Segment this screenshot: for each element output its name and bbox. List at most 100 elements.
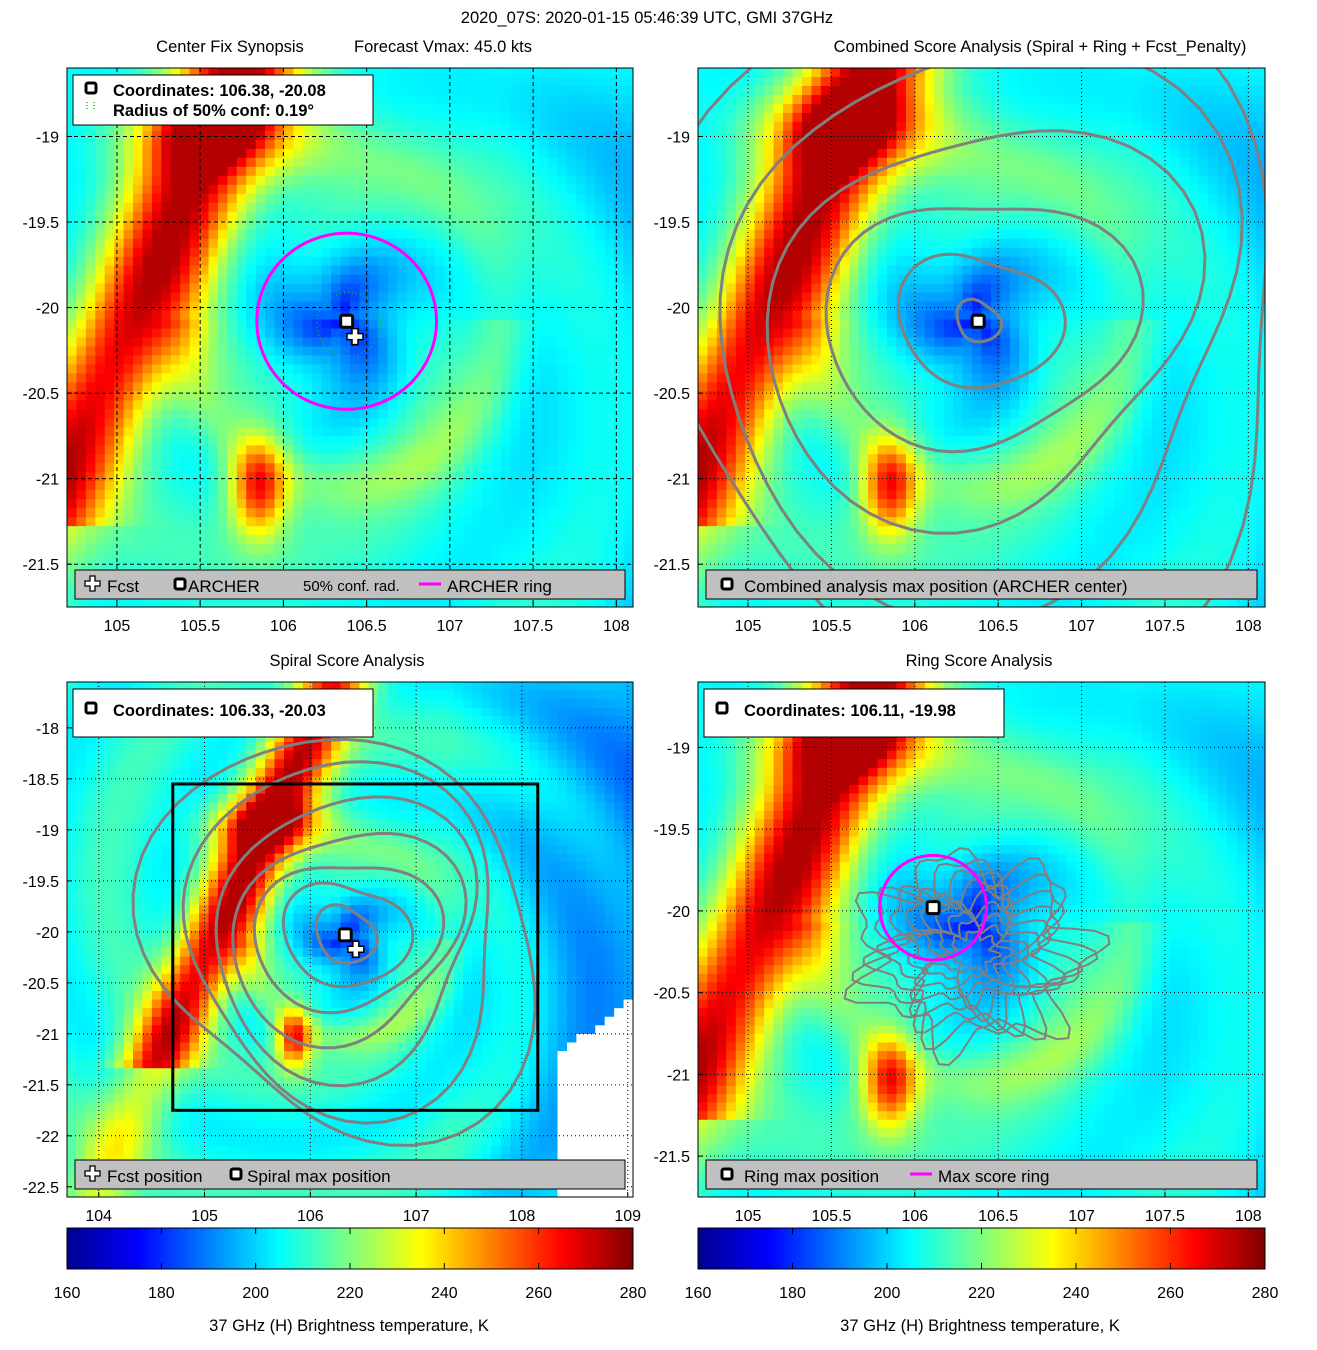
heatmap-cell — [500, 562, 511, 572]
heatmap-cell — [340, 454, 351, 464]
heatmap-cell — [472, 121, 483, 132]
heatmap-cell — [614, 454, 625, 464]
heatmap-cell — [170, 265, 181, 276]
heatmap-cell — [623, 535, 633, 545]
heatmap-cell — [491, 508, 502, 518]
heatmap-cell — [161, 337, 172, 348]
heatmap-cell — [877, 184, 888, 195]
heatmap-cell — [519, 157, 530, 168]
heatmap-cell — [95, 526, 106, 536]
heatmap-cell — [623, 499, 633, 509]
panel-title-left: Center Fix Synopsis — [156, 38, 304, 56]
heatmap-cell — [811, 175, 822, 186]
heatmap-cell — [764, 112, 775, 123]
heatmap-cell — [839, 517, 850, 527]
heatmap-cell — [104, 499, 115, 509]
heatmap-cell — [170, 274, 181, 285]
heatmap-cell — [217, 319, 228, 330]
heatmap-cell — [716, 445, 727, 455]
heatmap-cell — [283, 148, 294, 159]
heatmap-cell — [180, 445, 191, 455]
heatmap-cell — [868, 472, 879, 482]
heatmap-cell — [849, 94, 860, 105]
heatmap-cell — [189, 292, 200, 303]
heatmap-cell — [180, 562, 191, 572]
heatmap-cell — [406, 193, 417, 204]
heatmap-cell — [585, 148, 596, 159]
heatmap-cell — [208, 400, 219, 410]
heatmap-cell — [85, 238, 96, 249]
heatmap-cell — [293, 166, 304, 177]
heatmap-cell — [123, 283, 134, 294]
heatmap-cell — [858, 76, 869, 87]
heatmap-cell — [274, 220, 285, 231]
heatmap-cell — [133, 220, 144, 231]
heatmap-cell — [151, 436, 162, 446]
heatmap-cell — [754, 76, 765, 87]
heatmap-cell — [104, 355, 115, 366]
heatmap-cell — [170, 256, 181, 267]
heatmap-cell — [754, 247, 765, 258]
heatmap-cell — [783, 220, 794, 231]
heatmap-cell — [265, 328, 276, 339]
heatmap-cell — [397, 409, 408, 419]
heatmap-cell — [368, 68, 379, 78]
heatmap-cell — [510, 490, 521, 500]
heatmap-cell — [133, 211, 144, 222]
panel-title: Combined Score Analysis (Spiral + Ring +… — [834, 38, 1247, 56]
heatmap-cell — [519, 283, 530, 294]
heatmap-cell — [321, 265, 332, 276]
heatmap-cell — [472, 499, 483, 509]
heatmap-cell — [623, 130, 633, 141]
heatmap-cell — [735, 130, 746, 141]
heatmap-cell — [274, 130, 285, 141]
heatmap-cell — [839, 148, 850, 159]
heatmap-cell — [425, 139, 436, 150]
heatmap-cell — [896, 382, 907, 392]
heatmap-cell — [265, 535, 276, 545]
heatmap-cell — [463, 157, 474, 168]
heatmap-cell — [312, 481, 323, 491]
heatmap-cell — [331, 310, 342, 321]
heatmap-cell — [312, 508, 323, 518]
heatmap-cell — [189, 400, 200, 410]
heatmap-cell — [85, 562, 96, 572]
heatmap-cell — [877, 553, 888, 563]
heatmap-cell — [510, 220, 521, 231]
heatmap-cell — [444, 184, 455, 195]
heatmap-cell — [350, 139, 361, 150]
heatmap-cell — [246, 355, 257, 366]
heatmap-cell — [104, 481, 115, 491]
heatmap-cell — [868, 337, 879, 348]
heatmap-cell — [331, 553, 342, 563]
heatmap-cell — [896, 337, 907, 348]
heatmap-cell — [792, 508, 803, 518]
heatmap-cell — [716, 166, 727, 177]
heatmap-cell — [444, 382, 455, 392]
heatmap-cell — [151, 220, 162, 231]
heatmap-cell — [754, 157, 765, 168]
heatmap-cell — [397, 472, 408, 482]
panel-center-fix-synopsis: Center Fix Synopsis Forecast Vmax: 45.0 … — [23, 38, 634, 635]
heatmap-cell — [820, 526, 831, 536]
heatmap-cell — [604, 499, 615, 509]
heatmap-cell — [877, 346, 888, 357]
heatmap-cell — [302, 562, 313, 572]
heatmap-cell — [698, 571, 709, 581]
heatmap-cell — [170, 346, 181, 357]
heatmap-cell — [265, 256, 276, 267]
heatmap-cell — [595, 472, 606, 482]
heatmap-cell — [95, 598, 106, 607]
heatmap-cell — [161, 526, 172, 536]
heatmap-cell — [566, 418, 577, 428]
heatmap-cell — [519, 256, 530, 267]
heatmap-cell — [576, 526, 587, 536]
heatmap-cell — [783, 472, 794, 482]
heatmap-cell — [406, 265, 417, 276]
heatmap-cell — [114, 544, 125, 554]
heatmap-cell — [510, 346, 521, 357]
heatmap-cell — [849, 427, 860, 437]
heatmap-cell — [114, 328, 125, 339]
heatmap-cell — [839, 418, 850, 428]
heatmap-cell — [576, 202, 587, 213]
